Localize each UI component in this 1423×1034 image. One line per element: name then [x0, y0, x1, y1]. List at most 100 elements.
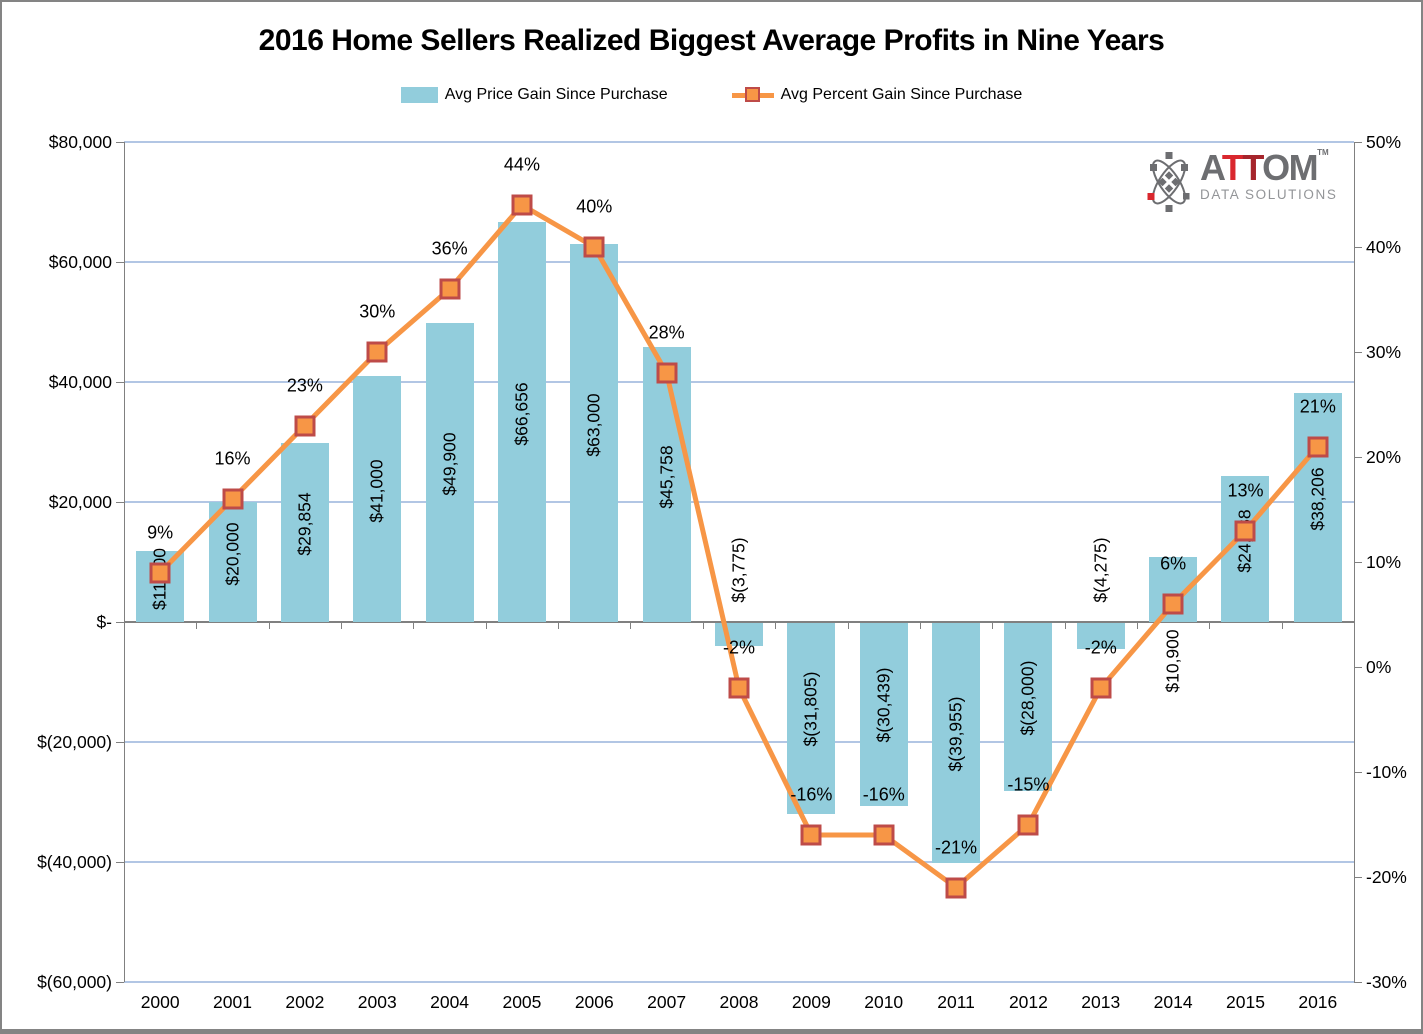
- category-tick: [1354, 623, 1355, 629]
- right-axis-tick-label: 0%: [1366, 657, 1392, 677]
- legend-item-percent-gain: Avg Percent Gain Since Purchase: [731, 86, 1023, 104]
- percent-label: 40%: [576, 196, 613, 217]
- marker-2016: [1307, 436, 1329, 457]
- percent-label: -15%: [1007, 774, 1050, 794]
- attom-letter-t2: T: [1242, 147, 1263, 188]
- right-axis-tick-label: 50%: [1366, 132, 1402, 152]
- right-axis-tick: [1354, 247, 1362, 248]
- x-axis-label-2003: 2003: [357, 992, 397, 1012]
- x-axis-label-2016: 2016: [1298, 992, 1338, 1012]
- percent-label: 6%: [1160, 553, 1187, 574]
- percent-label: 9%: [147, 522, 174, 542]
- left-axis-tick-label: $(60,000): [37, 972, 112, 992]
- attom-letter-t1: T: [1221, 147, 1244, 188]
- right-axis-tick: [1354, 562, 1362, 563]
- marker-2004: [439, 278, 461, 300]
- right-axis-tick-label: -20%: [1366, 867, 1407, 887]
- marker-2006: [583, 236, 605, 258]
- bar-value-label: $(4,275): [1090, 537, 1111, 603]
- category-tick: [992, 623, 994, 629]
- left-axis-tick-label: $(40,000): [37, 852, 112, 872]
- gridline: [124, 261, 1354, 263]
- left-axis-tick: [116, 502, 124, 503]
- marker-2007: [656, 362, 678, 384]
- legend-label-percent-gain: Avg Percent Gain Since Purchase: [780, 86, 1023, 103]
- right-axis-tick-label: -30%: [1366, 972, 1407, 992]
- chart-title: 2016 Home Sellers Realized Biggest Avera…: [258, 24, 1165, 57]
- right-axis-tick: [1354, 352, 1362, 353]
- marker-2000: [149, 562, 171, 583]
- x-axis-label-2006: 2006: [574, 992, 614, 1012]
- attom-logo: ATTOMTM DATA SOLUTIONS: [1144, 148, 1338, 213]
- right-axis-tick: [1354, 772, 1362, 773]
- left-axis-tick: [116, 142, 124, 143]
- percent-label: 28%: [648, 322, 685, 343]
- gridline: [124, 141, 1354, 143]
- attom-logo-text: ATTOMTM DATA SOLUTIONS: [1200, 148, 1338, 203]
- marker-2005: [511, 194, 533, 216]
- bar-value-label: $41,000: [366, 459, 387, 523]
- left-axis-tick-label: $80,000: [48, 132, 112, 152]
- legend-item-price-gain: Avg Price Gain Since Purchase: [400, 86, 668, 104]
- percent-label: -16%: [790, 784, 833, 805]
- line-swatch-marker: [744, 87, 760, 102]
- category-tick: [630, 623, 632, 629]
- marker-2014: [1162, 593, 1184, 615]
- bar-value-label: $(39,955): [945, 696, 966, 772]
- x-axis-label-2014: 2014: [1153, 992, 1193, 1012]
- attom-subtitle: DATA SOLUTIONS: [1200, 187, 1338, 203]
- category-tick: [268, 623, 270, 629]
- right-axis-tick-label: 30%: [1366, 342, 1402, 362]
- x-axis-label-2013: 2013: [1081, 992, 1121, 1012]
- category-tick: [196, 623, 198, 629]
- bar-value-label: $63,000: [583, 393, 604, 457]
- marker-2001: [222, 488, 244, 510]
- percent-label: -2%: [722, 637, 756, 658]
- left-axis-tick: [116, 382, 124, 383]
- marker-2010: [873, 824, 895, 846]
- x-axis-label-2004: 2004: [430, 992, 470, 1012]
- x-axis-label-2002: 2002: [285, 992, 325, 1012]
- x-axis-label-2010: 2010: [864, 992, 904, 1012]
- marker-2011: [945, 877, 967, 898]
- percent-label: 30%: [359, 301, 396, 322]
- category-tick: [847, 623, 849, 629]
- bar-value-label: $(30,439): [873, 667, 894, 743]
- bar-value-label: $66,656: [511, 382, 532, 446]
- attom-atom-icon: [1147, 152, 1190, 212]
- bar-value-label: $49,900: [439, 432, 460, 496]
- bar-value-label: $10,900: [1162, 629, 1183, 693]
- marker-2015: [1234, 520, 1256, 541]
- x-axis-label-2009: 2009: [791, 992, 831, 1012]
- right-axis-tick: [1354, 457, 1362, 458]
- right-axis-tick: [1354, 877, 1362, 878]
- marker-2012: [1017, 814, 1039, 835]
- left-axis-tick: [116, 742, 124, 743]
- left-axis-tick-label: $40,000: [48, 372, 112, 392]
- left-axis-tick: [116, 862, 124, 863]
- percent-label: -21%: [935, 837, 978, 857]
- marker-2002: [294, 415, 316, 436]
- category-tick: [919, 623, 921, 629]
- category-tick: [485, 623, 487, 629]
- right-axis-tick-label: 20%: [1366, 447, 1402, 467]
- x-axis-label-2012: 2012: [1008, 992, 1048, 1012]
- right-axis-tick: [1354, 667, 1362, 668]
- bar-value-label: $29,854: [294, 492, 315, 557]
- percent-label: 44%: [503, 154, 540, 175]
- left-axis-tick: [116, 262, 124, 263]
- category-tick: [1209, 623, 1211, 629]
- category-tick: [1281, 623, 1283, 629]
- bar-value-label: $(3,775): [728, 537, 749, 603]
- bar-value-label: $24,288: [1234, 509, 1255, 573]
- left-axis-tick-label: $20,000: [48, 492, 112, 512]
- x-axis-label-2008: 2008: [719, 992, 759, 1012]
- marker-2009: [800, 824, 822, 846]
- legend-label-price-gain: Avg Price Gain Since Purchase: [444, 86, 668, 103]
- percent-label: 23%: [286, 375, 323, 395]
- bar-value-label: $20,000: [222, 522, 243, 586]
- percent-label: 13%: [1227, 480, 1264, 500]
- attom-tm-mark: TM: [1317, 148, 1329, 157]
